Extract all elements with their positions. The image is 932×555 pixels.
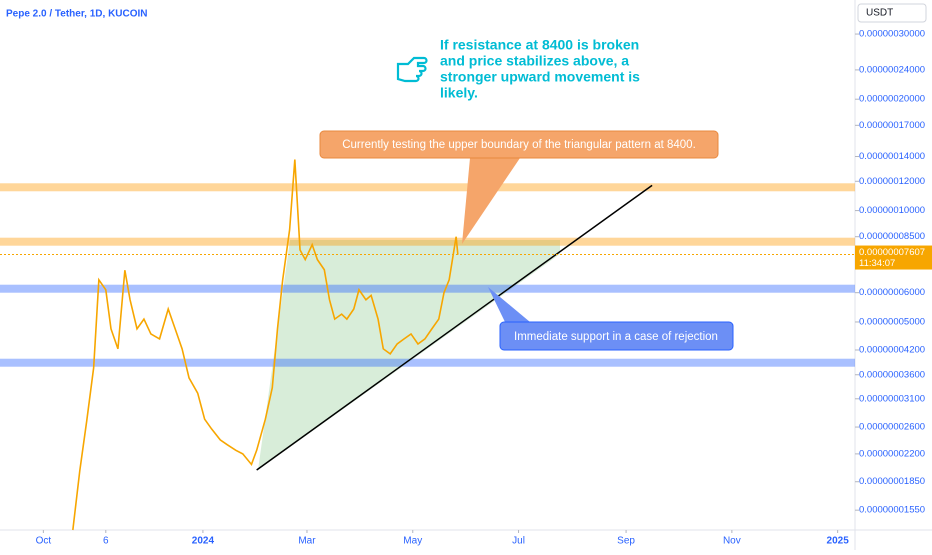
y-tick-label: 0.00000008500 [859, 231, 925, 242]
callout-text: Currently testing the upper boundary of … [342, 139, 696, 151]
last-price-box [855, 245, 932, 270]
callout-pointer [462, 158, 520, 244]
y-tick-label: 0.00000002200 [859, 448, 925, 459]
x-tick-label: Sep [617, 536, 635, 547]
currency-box[interactable] [857, 3, 927, 23]
level-zone [0, 237, 855, 246]
y-tick-label: 0.00000030000 [859, 29, 925, 40]
y-tick-label: 0.00000006000 [859, 287, 925, 298]
x-tick-label: 6 [103, 536, 109, 547]
x-tick-label: Oct [36, 536, 52, 547]
x-tick-label: May [403, 536, 422, 547]
last-price-label: 0.00000007607 [859, 247, 925, 258]
level-zone [0, 183, 855, 192]
price-line [72, 159, 459, 531]
x-tick-label: Nov [723, 536, 741, 547]
chart-title: Pepe 2.0 / Tether, 1D, KUCOIN [6, 9, 148, 20]
y-tick-label: 0.00000005000 [859, 316, 925, 327]
hand-icon [396, 56, 428, 83]
y-tick-label: 0.00000012000 [859, 176, 925, 187]
x-tick-label: 2025 [827, 536, 850, 547]
y-tick-label: 0.00000010000 [859, 205, 925, 216]
x-tick-label: 2024 [192, 536, 215, 547]
idea-line: likely. [440, 85, 478, 101]
callout-text: Immediate support in a case of rejection [514, 331, 718, 343]
y-tick-label: 0.00000014000 [859, 151, 925, 162]
x-tick-label: Mar [298, 536, 316, 547]
y-tick-label: 0.00000024000 [859, 64, 925, 75]
y-tick-label: 0.00000002600 [859, 422, 925, 433]
level-zone [0, 284, 855, 293]
level-zone [0, 358, 855, 367]
y-tick-label: 0.00000020000 [859, 94, 925, 105]
currency[interactable]: USDT [866, 8, 893, 19]
y-tick-label: 0.00000001850 [859, 476, 925, 487]
y-tick-label: 0.00000003600 [859, 369, 925, 380]
y-tick-label: 0.00000003100 [859, 393, 925, 404]
idea-line: If resistance at 8400 is broken [440, 37, 639, 53]
idea-line: and price stabilizes above, a [440, 53, 629, 69]
callout-box [499, 321, 734, 351]
y-tick-label: 0.00000004200 [859, 344, 925, 355]
y-tick-label: 0.00000017000 [859, 120, 925, 131]
callout-pointer [488, 287, 530, 322]
callout-box [319, 130, 719, 159]
countdown: 11:34:07 [859, 258, 895, 269]
trendline [256, 184, 653, 471]
plot [0, 159, 855, 531]
idea-line: stronger upward movement is [440, 69, 640, 85]
triangle-pattern [258, 240, 560, 470]
x-tick-label: Jul [512, 536, 525, 547]
y-tick-label: 0.00000001550 [859, 505, 925, 516]
